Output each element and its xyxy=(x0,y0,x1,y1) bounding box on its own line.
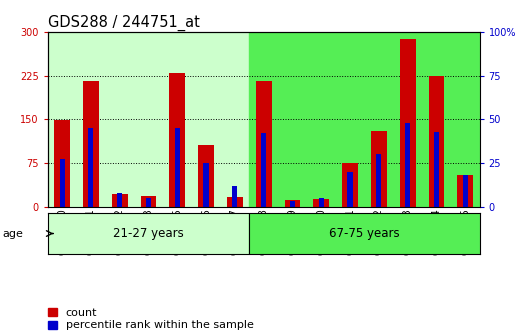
Text: age: age xyxy=(3,228,23,239)
Bar xyxy=(89,128,93,207)
Bar xyxy=(48,213,249,254)
Bar xyxy=(400,39,416,207)
Bar xyxy=(313,199,329,207)
Bar xyxy=(175,128,180,207)
Bar xyxy=(290,201,295,207)
Text: 21-27 years: 21-27 years xyxy=(113,227,184,240)
Bar xyxy=(319,198,324,207)
Bar xyxy=(198,145,214,207)
Bar xyxy=(285,200,301,207)
Bar xyxy=(405,123,410,207)
Bar xyxy=(348,172,352,207)
Bar xyxy=(227,197,243,207)
Bar xyxy=(256,81,271,207)
Bar xyxy=(170,73,185,207)
Text: GDS288 / 244751_at: GDS288 / 244751_at xyxy=(48,14,200,31)
Legend: count, percentile rank within the sample: count, percentile rank within the sample xyxy=(48,308,254,330)
Bar xyxy=(146,198,151,207)
Bar xyxy=(429,76,444,207)
Bar xyxy=(117,193,122,207)
Bar xyxy=(261,133,266,207)
Bar xyxy=(249,213,480,254)
Text: 67-75 years: 67-75 years xyxy=(329,227,400,240)
Bar xyxy=(140,196,156,207)
Bar xyxy=(112,194,128,207)
Bar xyxy=(54,120,70,207)
Bar xyxy=(249,32,480,207)
Bar xyxy=(83,81,99,207)
Bar xyxy=(59,160,65,207)
Bar xyxy=(457,175,473,207)
Bar xyxy=(48,32,249,207)
Bar xyxy=(204,163,209,207)
Bar xyxy=(371,131,387,207)
Bar xyxy=(232,186,237,207)
Bar xyxy=(376,154,382,207)
Bar xyxy=(463,175,468,207)
Bar xyxy=(342,163,358,207)
Bar xyxy=(434,131,439,207)
